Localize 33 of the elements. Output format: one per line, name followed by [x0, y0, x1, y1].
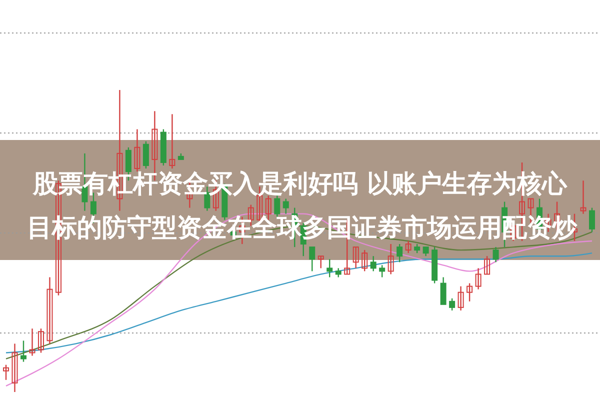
candlestick: [362, 249, 368, 272]
candlestick: [484, 256, 490, 275]
candlestick: [580, 180, 586, 214]
candlestick: [388, 243, 394, 275]
candlestick: [449, 298, 456, 312]
candlestick: [492, 246, 499, 263]
candlestick: [142, 140, 149, 170]
candlestick: [414, 243, 420, 254]
candlestick: [12, 343, 18, 393]
candlestick: [309, 246, 316, 272]
candlestick: [458, 286, 464, 312]
candlestick: [29, 328, 36, 356]
candlestick: [396, 243, 403, 263]
candlestick: [326, 258, 333, 278]
candlestick: [422, 246, 429, 257]
candlestick: [475, 268, 482, 290]
candlestick: [46, 276, 53, 344]
candlestick: [282, 198, 289, 214]
candlestick: [20, 340, 26, 362]
candlestick: [466, 282, 473, 302]
candlestick: [352, 246, 359, 269]
candlestick: [440, 276, 446, 306]
candlestick: [379, 264, 386, 278]
candlestick: [335, 268, 342, 278]
candlestick: [318, 256, 324, 269]
candlestick: [134, 128, 140, 172]
candlestick: [169, 114, 176, 170]
candlestick: [589, 207, 595, 233]
candlestick: [572, 213, 578, 242]
candlestick: [405, 240, 412, 254]
candlestick: [3, 364, 9, 381]
candlestick: [370, 256, 376, 272]
candlestick: [38, 328, 44, 354]
